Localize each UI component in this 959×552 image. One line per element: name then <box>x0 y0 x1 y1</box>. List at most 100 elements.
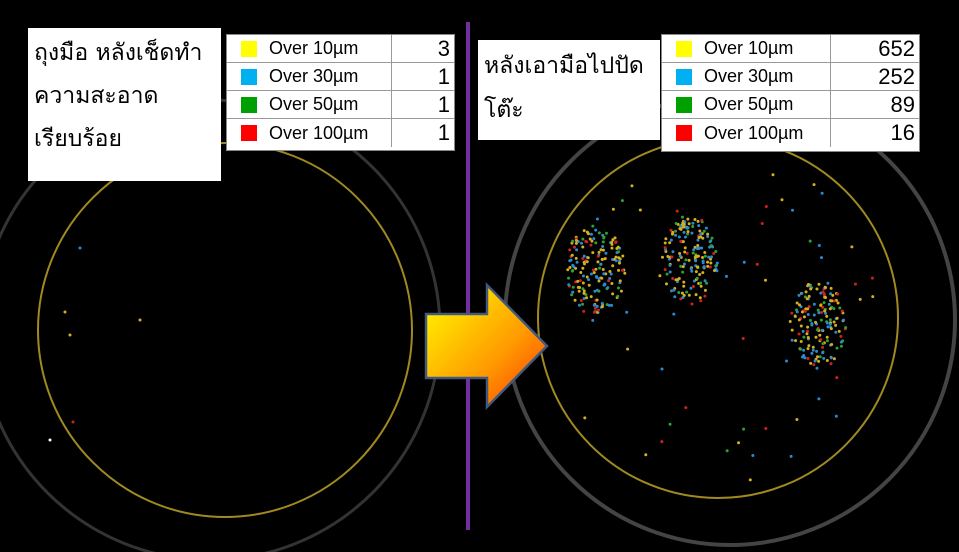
particle <box>669 238 673 242</box>
particle <box>693 218 697 222</box>
particle <box>790 311 794 315</box>
particle <box>789 454 793 458</box>
size-label: Over 30µm <box>269 63 392 90</box>
particle <box>702 265 706 269</box>
particle <box>825 358 829 362</box>
particle <box>706 264 710 268</box>
particle <box>699 281 703 285</box>
particle <box>579 271 583 275</box>
particle <box>589 232 593 236</box>
particle <box>703 279 707 283</box>
particle <box>822 301 826 305</box>
particle <box>764 426 768 430</box>
particle <box>795 301 799 305</box>
color-swatch <box>241 125 257 141</box>
particle <box>588 237 592 241</box>
particle <box>590 239 594 243</box>
caption-line: โต๊ะ <box>484 97 524 123</box>
particle <box>810 323 814 327</box>
particle <box>689 286 693 290</box>
particle <box>614 255 618 259</box>
particle <box>824 311 828 315</box>
size-label: Over 50µm <box>704 91 831 118</box>
particle <box>825 339 829 343</box>
particle <box>586 256 590 260</box>
particle <box>816 355 820 359</box>
particle <box>701 236 705 240</box>
particle <box>684 406 688 410</box>
particle <box>682 225 686 229</box>
particle <box>575 260 579 264</box>
particle <box>835 346 839 350</box>
particle <box>672 288 676 292</box>
particle <box>581 302 585 306</box>
particle <box>842 318 846 322</box>
particle <box>816 308 820 312</box>
particle <box>579 298 583 302</box>
particle <box>702 229 706 233</box>
particle <box>567 276 571 280</box>
particle <box>663 241 667 245</box>
particle <box>829 299 833 303</box>
particle <box>582 291 586 295</box>
color-swatch <box>241 96 257 113</box>
color-swatch <box>676 68 692 85</box>
particle <box>696 265 700 269</box>
particle <box>678 252 682 256</box>
particle <box>681 265 685 269</box>
count-table: Over 10µm 3 Over 30µm 1 Over 50µm 1 Over 100µm… <box>226 34 455 151</box>
particle <box>703 254 707 258</box>
dish-circle <box>537 137 899 499</box>
particle <box>819 303 823 307</box>
particle <box>576 285 580 289</box>
particle <box>806 312 810 316</box>
particle <box>832 307 836 311</box>
particle <box>592 303 596 307</box>
particle <box>690 231 694 235</box>
particle <box>853 282 857 286</box>
particle <box>806 335 810 339</box>
particle <box>785 359 789 363</box>
particle <box>663 246 667 250</box>
particle <box>820 191 824 195</box>
particle <box>790 328 794 332</box>
particle <box>663 268 667 272</box>
particle <box>814 335 818 339</box>
particle <box>807 294 811 298</box>
arrow <box>424 281 549 411</box>
particle <box>821 345 825 349</box>
particle <box>582 296 586 300</box>
particle <box>593 289 597 293</box>
particle <box>825 335 829 339</box>
particle <box>815 287 819 291</box>
particle <box>823 295 827 299</box>
particle <box>834 414 838 418</box>
particle <box>829 362 833 366</box>
particle <box>810 351 814 355</box>
particle <box>621 254 625 258</box>
particle <box>575 248 579 252</box>
particle <box>677 291 681 295</box>
color-swatch <box>241 68 257 85</box>
size-label: Over 30µm <box>704 63 831 90</box>
particle <box>581 281 585 285</box>
particle <box>685 226 689 230</box>
particle <box>601 268 605 272</box>
particle <box>804 290 808 294</box>
particle <box>806 325 810 329</box>
particle <box>595 298 599 302</box>
particle <box>826 325 830 329</box>
particle <box>679 264 683 268</box>
particle <box>608 276 612 280</box>
particle <box>826 281 830 285</box>
particle <box>832 320 836 324</box>
particle <box>806 329 810 333</box>
particle <box>616 245 620 249</box>
particle <box>701 261 705 265</box>
particle <box>836 292 840 296</box>
particle <box>764 278 768 282</box>
count: 16 <box>890 120 915 145</box>
particle <box>689 267 693 271</box>
particle <box>581 237 585 241</box>
